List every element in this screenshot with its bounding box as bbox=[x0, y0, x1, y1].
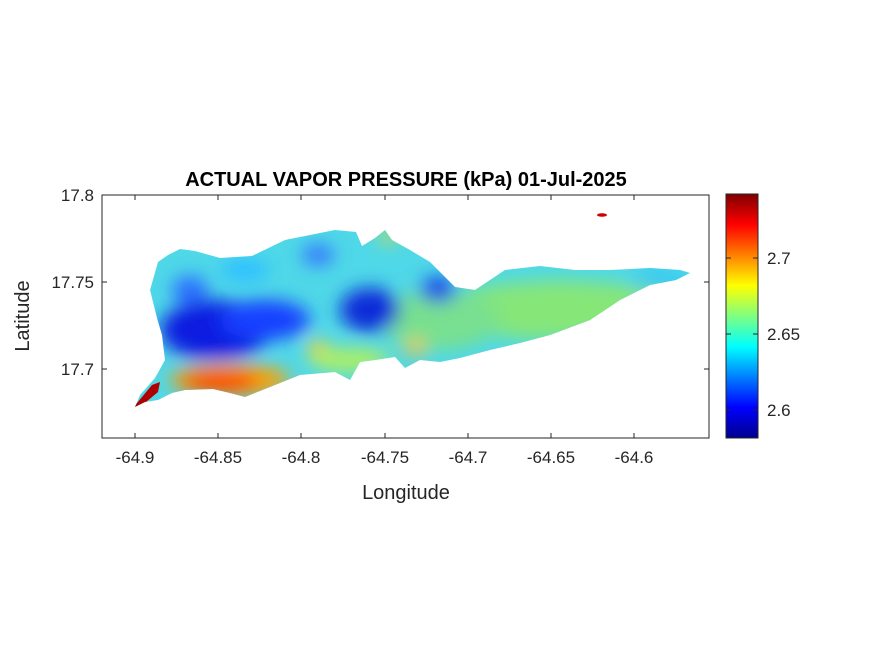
y-tick-label: 17.75 bbox=[51, 273, 94, 292]
blue-north-spot bbox=[302, 245, 334, 265]
blue-northeast-zone bbox=[420, 278, 456, 302]
colorbar: 2.6 2.65 2.7 bbox=[725, 193, 800, 439]
x-tick-label: -64.9 bbox=[116, 448, 155, 467]
x-tick-label: -64.75 bbox=[361, 448, 409, 467]
x-tick-label: -64.7 bbox=[449, 448, 488, 467]
y-axis: 17.7 17.75 17.8 bbox=[51, 186, 709, 379]
green-central-zone bbox=[380, 290, 500, 350]
x-axis: -64.9 -64.85 -64.8 -64.75 -64.7 -64.65 -… bbox=[116, 195, 654, 467]
x-tick-label: -64.6 bbox=[615, 448, 654, 467]
southwest-tip-hot bbox=[135, 382, 160, 407]
x-tick-label: -64.8 bbox=[282, 448, 321, 467]
colorbar-tick-label: 2.65 bbox=[767, 325, 800, 344]
light-north-zone bbox=[220, 258, 270, 282]
colorbar-tick-label: 2.7 bbox=[767, 249, 791, 268]
colorbar-gradient bbox=[725, 193, 759, 439]
y-axis-label: Latitude bbox=[12, 280, 34, 351]
south-coast-hot bbox=[182, 373, 258, 391]
blue-west-zone-2 bbox=[220, 300, 310, 340]
blue-northwest-spot bbox=[172, 276, 208, 304]
y-tick-label: 17.8 bbox=[61, 186, 94, 205]
x-tick-label: -64.85 bbox=[194, 448, 242, 467]
x-tick-label: -64.65 bbox=[527, 448, 575, 467]
central-warm-spot-2 bbox=[405, 340, 425, 356]
chart-title: ACTUAL VAPOR PRESSURE (kPa) 01-Jul-2025 bbox=[185, 169, 627, 191]
blue-central-zone bbox=[340, 288, 400, 332]
colorbar-tick-label: 2.6 bbox=[767, 401, 791, 420]
northeast-islet bbox=[597, 213, 607, 217]
y-tick-label: 17.7 bbox=[61, 360, 94, 379]
x-axis-label: Longitude bbox=[362, 482, 450, 504]
